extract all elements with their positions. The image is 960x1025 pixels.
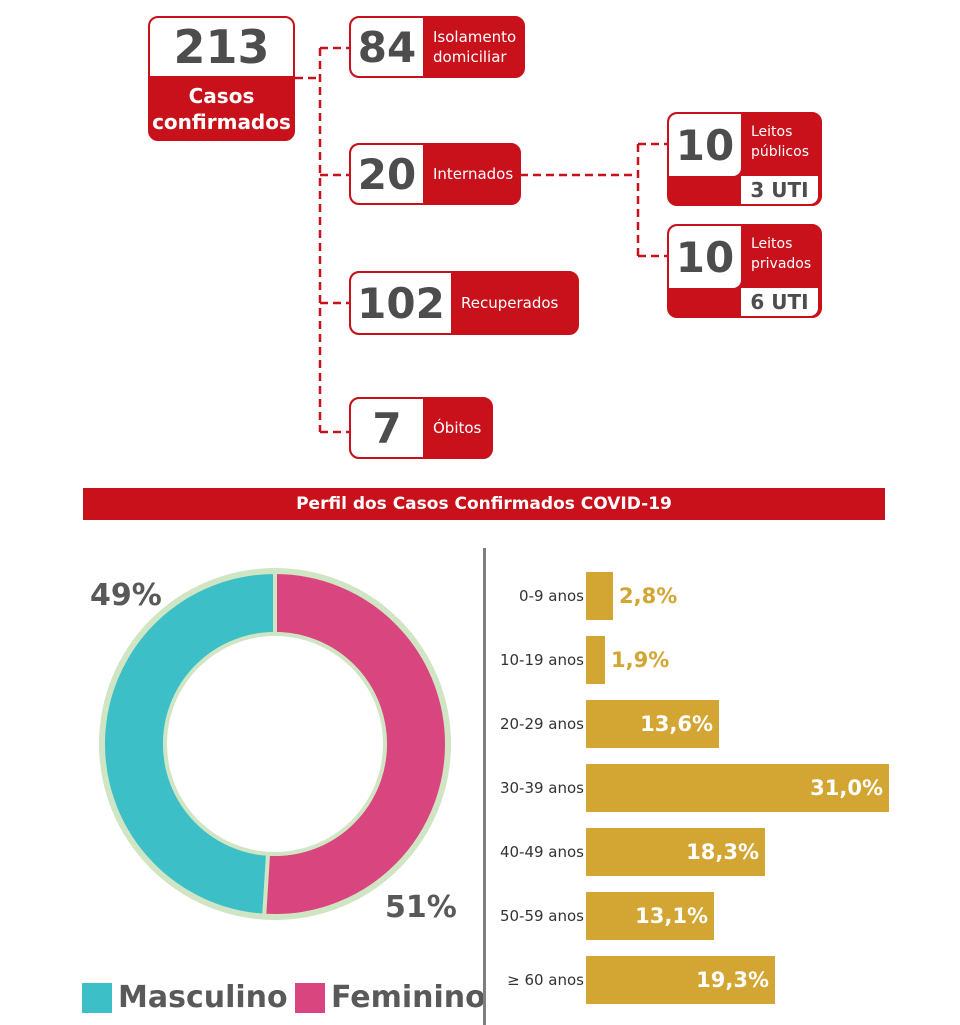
confirmed-cases-label: Casos confirmados: [150, 76, 293, 135]
age-bar-value: 13,6%: [640, 712, 713, 736]
deaths-box: 7 Óbitos: [349, 397, 493, 459]
public-beds-label: Leitos públicos: [741, 114, 809, 176]
public-beds-label-line1: Leitos: [751, 124, 793, 140]
recovered-value: 102: [351, 273, 451, 333]
age-bar-value: 2,8%: [619, 584, 678, 608]
age-label: 10-19 anos: [499, 651, 584, 669]
isolation-label-line1: Isolamento: [433, 28, 517, 46]
legend-feminino: Feminino: [295, 980, 486, 1015]
age-bar: [586, 892, 714, 940]
age-label: 50-59 anos: [499, 907, 584, 925]
gender-donut-chart: [99, 568, 451, 920]
age-bar: [586, 700, 719, 748]
public-beds-icu: 3 UTI: [741, 176, 818, 204]
private-beds-label: Leitos privados: [741, 226, 811, 288]
private-beds-value: 10: [669, 226, 741, 288]
feminino-swatch: [295, 982, 325, 1013]
legend-masculino-label: Masculino: [118, 980, 288, 1015]
age-bar: [586, 956, 775, 1004]
isolation-label: Isolamento domiciliar: [423, 18, 516, 76]
age-bar: [586, 828, 765, 876]
hospitalized-box: 20 Internados: [349, 143, 521, 205]
feminino-pct-label: 51%: [385, 890, 457, 925]
private-beds-label-line1: Leitos: [751, 236, 793, 252]
isolation-label-line2: domiciliar: [433, 48, 507, 66]
age-bar: [586, 572, 613, 620]
public-beds-label-line2: públicos: [751, 144, 809, 160]
hospitalized-label: Internados: [433, 165, 514, 183]
recovered-label: Recuperados: [461, 294, 559, 312]
confirmed-label-line2: confirmados: [152, 110, 291, 134]
masculino-swatch: [82, 982, 112, 1013]
legend-masculino: Masculino: [82, 980, 288, 1015]
donut-hole: [163, 632, 387, 856]
age-bar-value: 19,3%: [696, 968, 769, 992]
age-bar-value: 13,1%: [635, 904, 708, 928]
age-label: ≥ 60 anos: [507, 971, 584, 989]
age-bar-value: 31,0%: [810, 776, 883, 800]
age-bar-value: 1,9%: [611, 648, 670, 672]
deaths-value: 7: [351, 399, 423, 457]
chart-divider: [483, 548, 486, 1025]
hospitalized-value: 20: [351, 145, 423, 203]
age-label: 40-49 anos: [499, 843, 584, 861]
public-beds-box: 10 Leitos públicos 3 UTI: [667, 112, 822, 206]
legend-feminino-label: Feminino: [331, 980, 486, 1015]
deaths-label: Óbitos: [433, 419, 482, 437]
age-label: 0-9 anos: [519, 587, 584, 605]
private-beds-label-line2: privados: [751, 256, 812, 272]
private-beds-icu: 6 UTI: [741, 288, 818, 316]
confirmed-cases-value: 213: [150, 18, 293, 76]
masculino-pct-label: 49%: [90, 578, 162, 613]
age-bar: [586, 764, 889, 812]
profile-banner: Perfil dos Casos Confirmados COVID-19: [83, 488, 885, 520]
age-bar-value: 18,3%: [686, 840, 759, 864]
age-label: 20-29 anos: [499, 715, 584, 733]
isolation-value: 84: [351, 18, 423, 76]
connector-lines: [295, 46, 668, 434]
age-bar: [586, 636, 605, 684]
confirmed-label-line1: Casos: [188, 84, 255, 108]
isolation-box: 84 Isolamento domiciliar: [349, 16, 525, 78]
private-beds-box: 10 Leitos privados 6 UTI: [667, 224, 822, 318]
public-beds-value: 10: [669, 114, 741, 176]
recovered-box: 102 Recuperados: [349, 271, 579, 335]
confirmed-cases-box: 213 Casos confirmados: [148, 16, 295, 141]
age-label: 30-39 anos: [499, 779, 584, 797]
